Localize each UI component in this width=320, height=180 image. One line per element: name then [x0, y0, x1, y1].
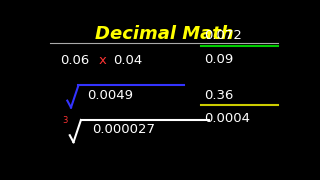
Text: Decimal Math: Decimal Math	[95, 25, 233, 43]
Text: 0.09: 0.09	[204, 53, 233, 66]
Text: 0.06: 0.06	[60, 54, 89, 67]
Text: 0.072: 0.072	[204, 29, 242, 42]
Text: x: x	[98, 54, 106, 67]
Text: 0.36: 0.36	[204, 89, 233, 102]
Text: 0.04: 0.04	[113, 54, 142, 67]
Text: 0.000027: 0.000027	[92, 123, 155, 136]
Text: 0.0049: 0.0049	[87, 89, 133, 102]
Text: 0.0004: 0.0004	[204, 112, 250, 125]
Text: 3: 3	[62, 116, 68, 125]
